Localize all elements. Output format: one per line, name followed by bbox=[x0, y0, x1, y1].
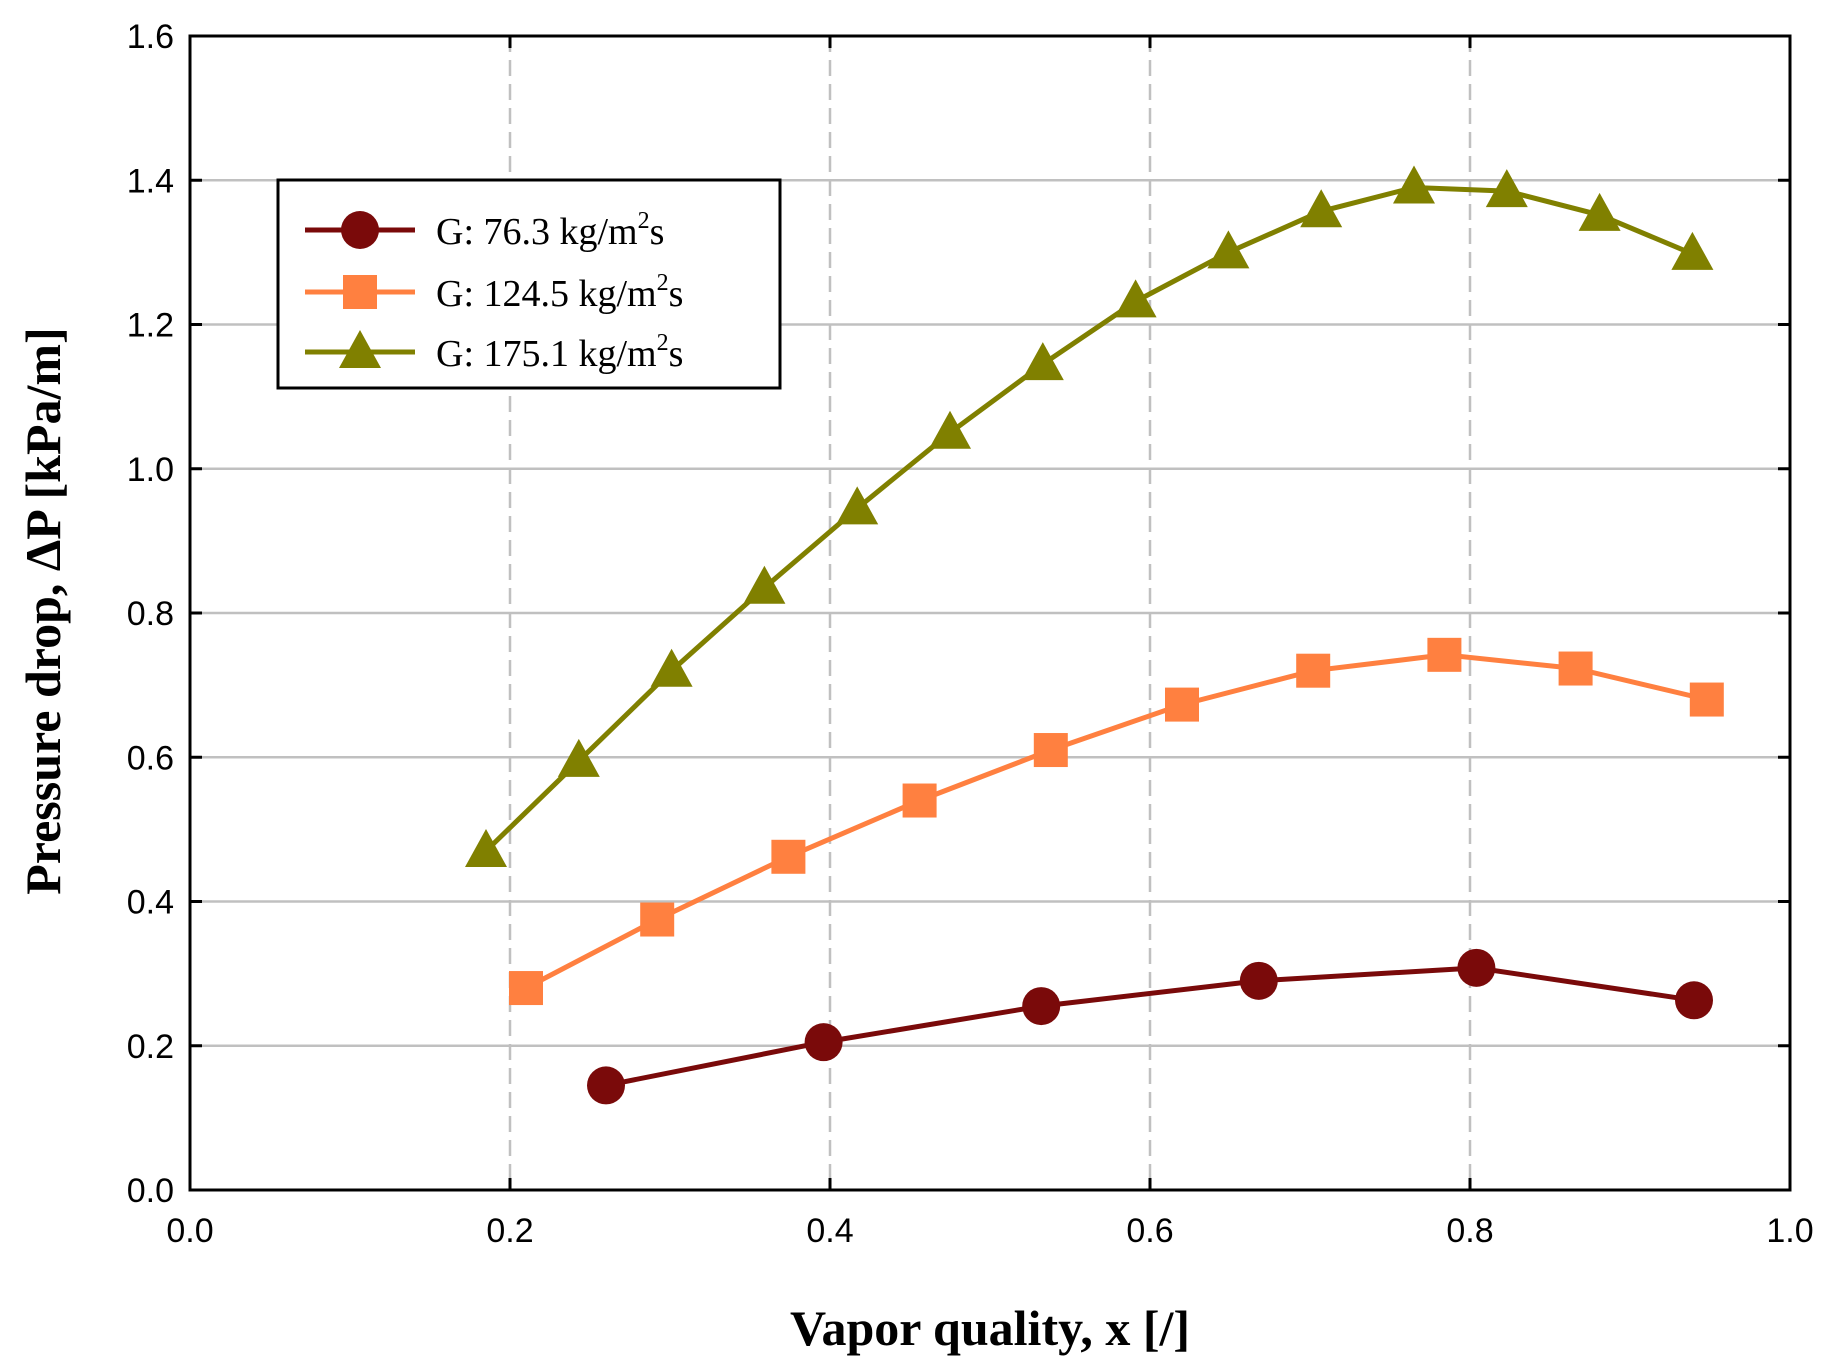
legend-label-end: s bbox=[669, 333, 684, 375]
data-point-triangle bbox=[1578, 192, 1621, 231]
legend-marker bbox=[339, 330, 381, 368]
data-point-circle bbox=[587, 1066, 625, 1105]
series-circle bbox=[587, 948, 1713, 1105]
data-point-triangle bbox=[1207, 230, 1250, 269]
data-point-triangle bbox=[1393, 165, 1435, 204]
axis-ticks: 0.0 0.2 0.4 0.6 0.8 1.0 1.2 1.4 1.6 0.0 0.2 0.4 0.6 0… bbox=[127, 18, 1814, 1250]
data-point-circle bbox=[1239, 961, 1278, 1000]
data-point-triangle bbox=[929, 410, 971, 449]
legend-label-sup: 2 bbox=[657, 330, 669, 356]
x-tick-label: 0.4 bbox=[806, 1212, 853, 1250]
y-tick-label: 0.8 bbox=[127, 595, 174, 633]
data-point-square bbox=[1427, 637, 1462, 672]
data-point-circle bbox=[1675, 981, 1713, 1020]
legend-label-main: G: 124.5 kg/m bbox=[436, 273, 657, 315]
legend-label-end: s bbox=[669, 273, 684, 315]
data-point-triangle bbox=[1114, 279, 1157, 318]
data-point-circle bbox=[1022, 987, 1061, 1026]
series-square bbox=[509, 637, 1724, 1006]
legend-item: G: 175.1 kg/m2s bbox=[305, 330, 683, 375]
series-line-circle bbox=[605, 965, 1695, 1088]
legend-label: G: 175.1 kg/m2s bbox=[436, 330, 683, 375]
data-point-triangle bbox=[743, 565, 786, 604]
y-tick-label: 1.6 bbox=[127, 18, 174, 56]
x-tick-label: 0.6 bbox=[1126, 1212, 1173, 1250]
legend-marker bbox=[343, 275, 377, 309]
data-point-square bbox=[1033, 733, 1068, 768]
series-line-triangle bbox=[484, 184, 1694, 853]
y-axis-label: Pressure drop, ΔP [kPa/m] bbox=[15, 327, 71, 894]
data-point-circle bbox=[804, 1023, 843, 1062]
data-point-square bbox=[902, 783, 937, 818]
data-point-triangle bbox=[836, 486, 879, 525]
y-tick-label: 0.6 bbox=[127, 739, 174, 777]
data-point-square bbox=[771, 839, 806, 874]
y-tick-label: 1.2 bbox=[127, 307, 174, 345]
series-line-square bbox=[524, 652, 1708, 991]
data-point-square bbox=[640, 902, 675, 937]
data-point-circle bbox=[1457, 948, 1496, 987]
data-point-triangle bbox=[557, 738, 600, 777]
data-point-square bbox=[1296, 653, 1331, 688]
data-point-square bbox=[1558, 651, 1593, 686]
y-tick-label: 1.0 bbox=[127, 451, 174, 489]
data-point-triangle bbox=[1021, 342, 1064, 381]
legend-label: G: 124.5 kg/m2s bbox=[436, 270, 683, 315]
legend-label-main: G: 175.1 kg/m bbox=[436, 333, 657, 375]
y-tick-label: 1.4 bbox=[127, 162, 174, 200]
data-point-triangle bbox=[1300, 189, 1343, 228]
data-point-square bbox=[1689, 682, 1724, 717]
data-point-triangle bbox=[1671, 231, 1714, 270]
legend-label-main: G: 76.3 kg/m bbox=[436, 211, 638, 253]
x-tick-label: 0.2 bbox=[486, 1212, 533, 1250]
legend-label: G: 76.3 kg/m2s bbox=[436, 208, 664, 253]
legend-label-sup: 2 bbox=[657, 270, 669, 296]
legend-label-end: s bbox=[650, 211, 665, 253]
legend-marker bbox=[341, 211, 379, 249]
series-layer bbox=[465, 165, 1724, 1105]
x-tick-label: 1.0 bbox=[1766, 1212, 1813, 1250]
x-axis-label: Vapor quality, x [/] bbox=[790, 1300, 1190, 1356]
data-point-square bbox=[509, 971, 543, 1006]
legend-item: G: 124.5 kg/m2s bbox=[305, 270, 683, 315]
x-tick-label: 0.8 bbox=[1446, 1212, 1493, 1250]
legend-item: G: 76.3 kg/m2s bbox=[305, 208, 664, 253]
legend-label-sup: 2 bbox=[638, 208, 650, 234]
data-point-square bbox=[1165, 687, 1199, 722]
y-tick-label: 0.2 bbox=[127, 1028, 174, 1066]
series-triangle bbox=[465, 165, 1714, 868]
y-tick-label: 0.0 bbox=[127, 1172, 174, 1210]
x-tick-label: 0.0 bbox=[166, 1212, 213, 1250]
data-point-triangle bbox=[1485, 169, 1528, 208]
y-tick-label: 0.4 bbox=[127, 884, 174, 922]
data-point-triangle bbox=[650, 648, 693, 687]
data-point-triangle bbox=[465, 829, 507, 868]
